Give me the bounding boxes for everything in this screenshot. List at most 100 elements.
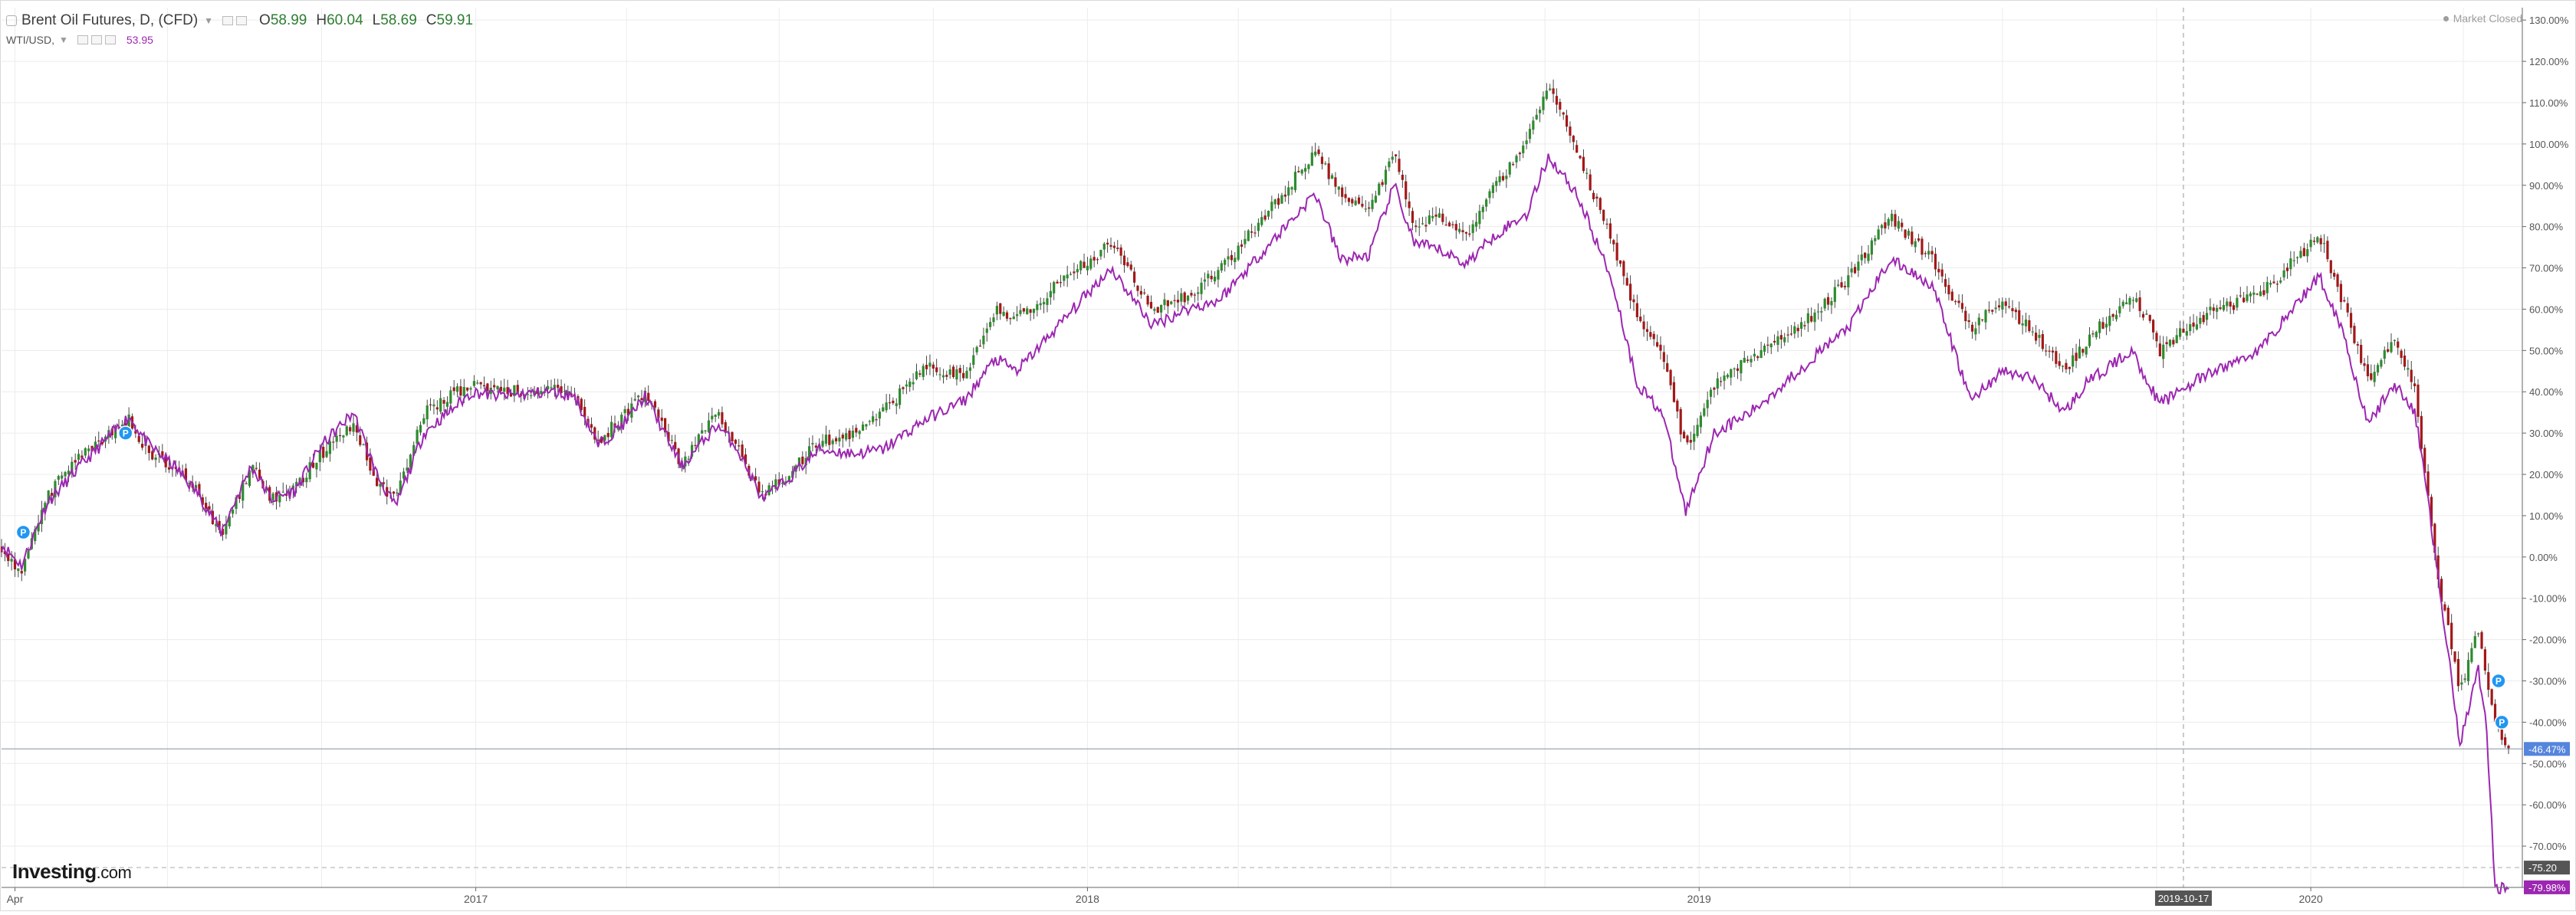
candle-down [738, 445, 741, 447]
candle-up [67, 471, 71, 475]
candle-down [951, 366, 955, 378]
candle-up [2095, 331, 2098, 338]
candle-up [1244, 238, 1247, 244]
candle-down [1297, 171, 1300, 172]
candle-down [1639, 316, 1642, 322]
candle-down [2018, 310, 2021, 324]
eye-icon[interactable] [222, 16, 234, 25]
candle-up [1153, 309, 1156, 311]
marker-label: P [2499, 717, 2505, 728]
candle-up [1994, 307, 1997, 310]
candle-up [1330, 175, 1334, 179]
candle-down [1572, 136, 1575, 143]
collapse-icon[interactable] [6, 15, 17, 26]
candle-down [721, 412, 724, 425]
candle-up [2189, 324, 2192, 332]
candle-up [717, 412, 721, 416]
candle-up [845, 433, 848, 440]
chart-legend: Brent Oil Futures, D, (CFD) ▼ O 58.99 H 60… [6, 11, 473, 48]
candle-down [2041, 333, 2044, 349]
chevron-down-icon[interactable]: ▼ [204, 15, 214, 26]
candle-down [848, 430, 851, 440]
close-value: 59.91 [436, 12, 474, 28]
eye-icon[interactable] [77, 35, 88, 44]
candle-up [24, 559, 27, 572]
candle-up [989, 322, 992, 327]
candle-down [486, 383, 489, 392]
main-series-legend[interactable]: Brent Oil Futures, D, (CFD) ▼ O 58.99 H 60… [6, 11, 473, 31]
candle-up [1867, 254, 1870, 261]
event-marker: P [2491, 673, 2506, 689]
candle-up [697, 434, 700, 445]
settings-icon[interactable] [90, 35, 102, 44]
candle-up [2038, 334, 2041, 338]
status-dot-icon [2443, 15, 2449, 21]
candle-up [2309, 239, 2312, 248]
candle-up [445, 402, 449, 407]
candle-up [761, 490, 764, 493]
candle-down [1106, 242, 1109, 244]
close-icon[interactable] [104, 35, 116, 44]
candle-down [1629, 284, 1632, 301]
candle-down [151, 451, 154, 460]
candle-down [516, 385, 519, 393]
candle-up [616, 425, 619, 430]
y-tick-label: 80.00% [2529, 221, 2564, 233]
candle-up [1816, 311, 1820, 313]
candle-up [1984, 310, 1987, 323]
candle-up [1850, 268, 1853, 273]
candle-up [455, 386, 459, 392]
candle-up [1026, 308, 1029, 315]
y-tick-label: 70.00% [2529, 263, 2564, 274]
candle-down [2426, 471, 2430, 496]
candle-up [2168, 339, 2172, 346]
candle-up [540, 391, 543, 395]
candle-up [2104, 323, 2108, 328]
candle-up [2466, 660, 2470, 681]
candle-down [2349, 313, 2353, 328]
low-value: 58.69 [380, 12, 417, 28]
candle-up [1270, 202, 1273, 212]
candle-up [2236, 297, 2239, 308]
investing-logo[interactable]: Investing.com [12, 860, 132, 884]
candle-up [10, 559, 13, 562]
candle-up [1213, 277, 1217, 282]
candle-up [513, 385, 516, 396]
candle-down [1414, 225, 1418, 228]
chevron-down-icon[interactable]: ▼ [59, 34, 68, 45]
candle-up [807, 446, 811, 458]
candle-up [714, 415, 717, 417]
y-tick-label: 50.00% [2529, 345, 2564, 356]
candle-down [338, 435, 342, 437]
candle-up [1364, 208, 1367, 210]
compare-series-legend[interactable]: WTI/USD, ▼ 53.95 [6, 32, 473, 48]
candle-down [1562, 112, 1565, 115]
candle-down [2202, 315, 2205, 323]
candle-up [2380, 360, 2383, 367]
candle-down [442, 400, 445, 404]
candle-down [1149, 301, 1153, 309]
candle-down [1970, 324, 1974, 332]
candle-down [1853, 267, 1857, 274]
candle-up [1324, 163, 1327, 165]
candle-down [2504, 737, 2507, 746]
logo-name: Investing [12, 860, 97, 883]
last-value-badge: -75.20 [2524, 861, 2570, 875]
candle-down [1347, 198, 1351, 202]
main-series-title[interactable]: Brent Oil Futures, D, (CFD) [21, 12, 199, 28]
candle-up [399, 480, 402, 494]
candle-up [1799, 322, 1803, 330]
compare-series-title[interactable]: WTI/USD, [6, 34, 54, 46]
candle-down [1682, 431, 1686, 439]
candle-down [147, 445, 150, 454]
settings-icon[interactable] [236, 16, 248, 25]
candle-up [248, 470, 251, 487]
candle-up [2108, 316, 2111, 326]
candle-up [47, 490, 50, 503]
candle-down [1940, 269, 1944, 277]
candle-up [2226, 301, 2229, 307]
candle-down [1092, 257, 1096, 261]
candle-up [1431, 215, 1434, 218]
